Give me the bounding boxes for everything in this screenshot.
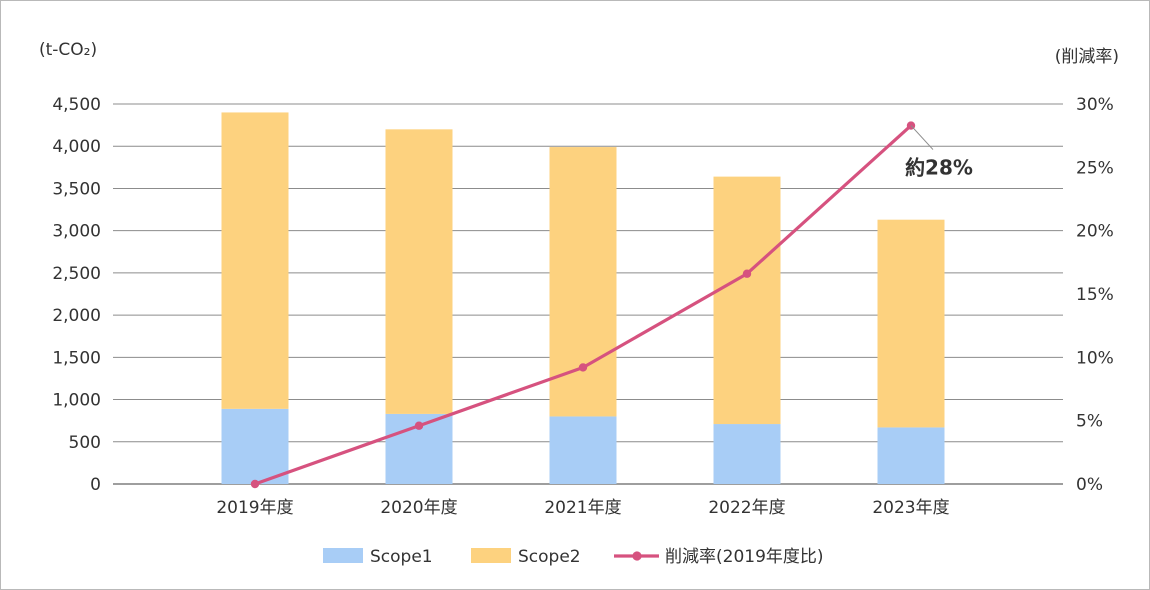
bar-scope2	[221, 112, 289, 409]
reduction-rate-point	[578, 363, 588, 372]
bar-scope1	[221, 408, 289, 484]
left-tick-label: 4,000	[52, 137, 101, 157]
annotation: 約28%	[905, 125, 973, 180]
left-axis-unit-label: (t-CO₂)	[39, 40, 97, 60]
left-tick-label: 3,000	[52, 222, 101, 242]
right-tick-label: 30%	[1076, 95, 1114, 115]
reduction-line	[250, 121, 916, 489]
annotation-leader-line	[910, 125, 934, 150]
legend: Scope1 Scope2 削減率(2019年度比)	[323, 547, 824, 567]
x-tick-label: 2020年度	[380, 498, 457, 518]
bar-scope2	[713, 176, 781, 425]
right-tick-label: 15%	[1076, 285, 1114, 305]
x-tick-label: 2021年度	[544, 498, 621, 518]
left-tick-label: 3,500	[52, 179, 101, 199]
reduction-rate-point	[250, 479, 260, 489]
left-tick-label: 2,500	[52, 264, 101, 284]
x-tick-label: 2022年度	[708, 498, 785, 518]
legend-marker-reduction	[632, 551, 642, 561]
left-tick-label: 1,500	[52, 348, 101, 368]
legend-label-reduction: 削減率(2019年度比)	[665, 547, 824, 567]
bars	[221, 112, 945, 484]
left-axis: 0 500 1,000 1,500 2,000 2,500 3,000 3,500 4,000 4…	[39, 40, 101, 495]
reduction-rate-point	[414, 421, 424, 430]
right-tick-label: 5%	[1076, 412, 1103, 432]
legend-label-scope2: Scope2	[518, 547, 581, 567]
bar-scope1	[713, 424, 781, 484]
left-tick-label: 4,500	[52, 95, 101, 115]
left-tick-label: 2,000	[52, 306, 101, 326]
right-tick-label: 25%	[1076, 158, 1114, 178]
right-axis: 0% 5% 10% 15% 20% 25% 30% (削減率)	[1055, 47, 1119, 495]
right-axis-unit-label: (削減率)	[1055, 47, 1119, 67]
right-tick-label: 20%	[1076, 222, 1114, 242]
legend-swatch-scope2	[471, 548, 511, 563]
bar-scope2	[385, 129, 453, 414]
x-tick-label: 2023年度	[872, 498, 949, 518]
bar-scope1	[877, 427, 945, 484]
left-tick-label: 0	[90, 475, 101, 495]
left-tick-label: 1,000	[52, 391, 101, 411]
x-tick-label: 2019年度	[216, 498, 293, 518]
reduction-rate-point	[742, 269, 752, 278]
right-tick-label: 10%	[1076, 348, 1114, 368]
annotation-label: 約28%	[905, 156, 973, 180]
legend-swatch-scope1	[323, 548, 363, 563]
right-tick-label: 0%	[1076, 475, 1103, 495]
bar-scope1	[549, 416, 617, 484]
x-axis: 2019年度 2020年度 2021年度 2022年度 2023年度	[216, 498, 949, 518]
legend-label-scope1: Scope1	[370, 547, 433, 567]
bar-scope2	[877, 219, 945, 428]
left-tick-label: 500	[69, 433, 101, 453]
